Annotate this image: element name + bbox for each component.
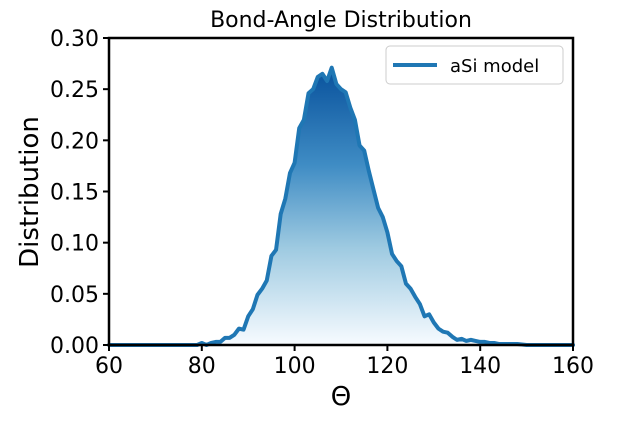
y-tick-label: 0.25 bbox=[50, 78, 99, 103]
y-tick-label: 0.10 bbox=[50, 232, 99, 257]
x-tick-label: 100 bbox=[274, 354, 316, 379]
x-tick-label: 160 bbox=[552, 354, 594, 379]
series-area-fill bbox=[109, 67, 573, 346]
y-tick-label: 0.20 bbox=[50, 129, 99, 154]
chart-title: Bond-Angle Distribution bbox=[210, 8, 472, 33]
y-tick-label: 0.30 bbox=[50, 27, 99, 52]
x-tick-label: 60 bbox=[95, 354, 123, 379]
y-tick-label: 0.05 bbox=[50, 283, 99, 308]
plot-area bbox=[107, 65, 575, 347]
x-tick-label: 140 bbox=[459, 354, 501, 379]
x-axis-ticks: 60 80 100 120 140 160 bbox=[95, 345, 594, 379]
x-tick-label: 80 bbox=[188, 354, 216, 379]
x-axis-label: Θ bbox=[331, 382, 351, 412]
x-tick-label: 120 bbox=[366, 354, 408, 379]
legend-box bbox=[385, 45, 564, 85]
legend-label: aSi model bbox=[450, 56, 539, 77]
y-axis-label: Distribution bbox=[15, 116, 45, 268]
y-tick-label: 0.00 bbox=[50, 334, 99, 359]
y-tick-label: 0.15 bbox=[50, 181, 99, 206]
y-axis-ticks: 0.00 0.05 0.10 0.15 0.20 0.25 0.30 bbox=[50, 27, 109, 359]
legend: aSi model bbox=[385, 45, 564, 85]
series-line bbox=[107, 65, 575, 347]
